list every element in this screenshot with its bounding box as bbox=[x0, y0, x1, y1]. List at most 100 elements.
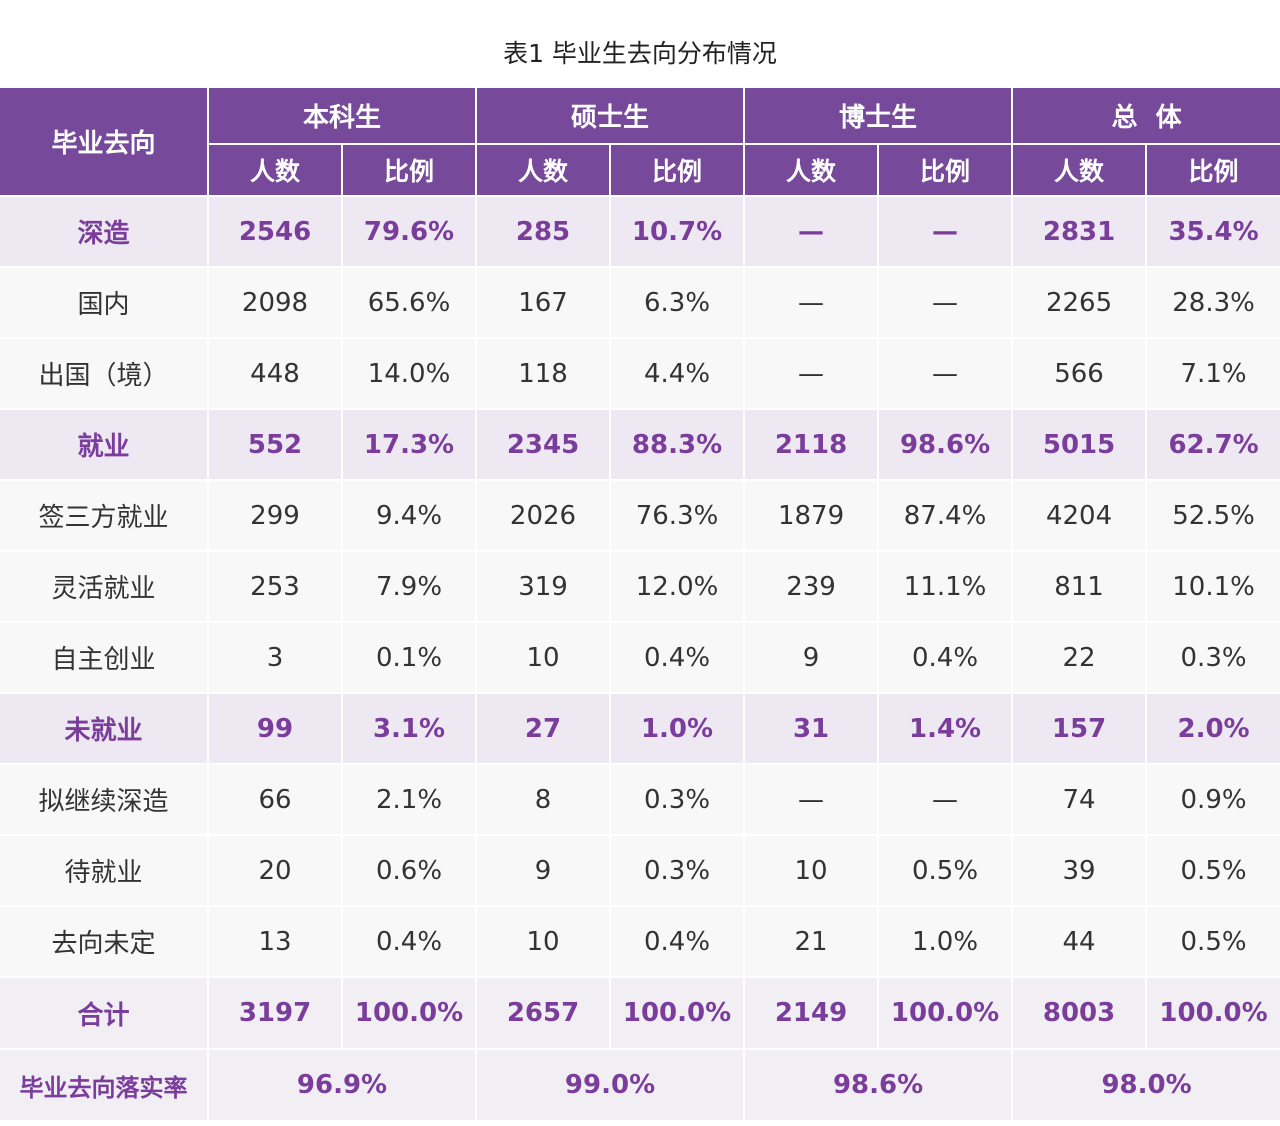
count-cell: 21 bbox=[744, 906, 880, 978]
count-cell: 2098 bbox=[208, 267, 343, 339]
table-row: 拟继续深造 66 2.1% 8 0.3% — —74 0.9% bbox=[0, 764, 1280, 836]
ratio-cell: 0.6% bbox=[342, 835, 478, 907]
count-cell: 2149 bbox=[744, 977, 880, 1050]
count-cell: 3197 bbox=[208, 977, 343, 1050]
row-label: 灵活就业 bbox=[0, 551, 209, 623]
count-cell: 44 bbox=[1012, 906, 1148, 978]
count-cell: 39 bbox=[1012, 835, 1148, 907]
ratio-cell: 11.1% bbox=[878, 551, 1014, 623]
ratio-cell: 0.4% bbox=[342, 906, 478, 978]
ratio-cell: 0.1% bbox=[342, 622, 478, 694]
count-cell: 2026 bbox=[476, 480, 612, 552]
ratio-cell: — bbox=[878, 764, 1014, 836]
table-row: 待就业 20 0.6% 9 0.3% 10 0.5% 39 0.5% bbox=[0, 835, 1280, 907]
ratio-cell: 9.4% bbox=[342, 480, 478, 552]
ratio-cell: 0.9% bbox=[1146, 764, 1280, 836]
row-label: 未就业 bbox=[0, 693, 209, 765]
ratio-cell: 2.1% bbox=[342, 764, 478, 836]
row-label: 深造 bbox=[0, 196, 209, 268]
ratio-cell: 3.1% bbox=[342, 693, 478, 765]
ratio-cell: 10.1% bbox=[1146, 551, 1280, 623]
count-header: 人数 bbox=[208, 144, 343, 197]
count-cell: 10 bbox=[744, 835, 880, 907]
count-header: 人数 bbox=[476, 144, 612, 197]
count-cell: 8 bbox=[476, 764, 612, 836]
ratio-cell: 87.4% bbox=[878, 480, 1014, 552]
count-cell: 27 bbox=[476, 693, 612, 765]
count-cell: 8003 bbox=[1012, 977, 1148, 1050]
table-row: 深造 2546 79.6% 285 10.7% — —2831 35.4% bbox=[0, 196, 1280, 268]
ratio-cell: 0.5% bbox=[878, 835, 1014, 907]
group-header-doctor: 博士生 bbox=[744, 88, 1014, 145]
ratio-cell: 0.4% bbox=[610, 906, 746, 978]
count-cell: 2831 bbox=[1012, 196, 1148, 268]
ratio-cell: 7.1% bbox=[1146, 338, 1280, 410]
count-cell: 66 bbox=[208, 764, 343, 836]
count-cell: 253 bbox=[208, 551, 343, 623]
row-label: 去向未定 bbox=[0, 906, 209, 978]
ratio-cell: 88.3% bbox=[610, 409, 746, 481]
ratio-header: 比例 bbox=[610, 144, 746, 197]
count-header: 人数 bbox=[744, 144, 880, 197]
ratio-cell: 28.3% bbox=[1146, 267, 1280, 339]
count-cell: 3 bbox=[208, 622, 343, 694]
ratio-cell: 1.4% bbox=[878, 693, 1014, 765]
count-cell: 285 bbox=[476, 196, 612, 268]
ratio-cell: 10.7% bbox=[610, 196, 746, 268]
count-cell: 239 bbox=[744, 551, 880, 623]
ratio-cell: 17.3% bbox=[342, 409, 478, 481]
count-cell: 118 bbox=[476, 338, 612, 410]
ratio-cell: 100.0% bbox=[878, 977, 1014, 1050]
rate-row: 毕业去向落实率 96.9% 99.0% 98.6% 98.0% bbox=[0, 1049, 1280, 1122]
ratio-cell: 76.3% bbox=[610, 480, 746, 552]
ratio-cell: 52.5% bbox=[1146, 480, 1280, 552]
ratio-cell: 2.0% bbox=[1146, 693, 1280, 765]
rate-cell: 98.6% bbox=[744, 1049, 1014, 1122]
ratio-cell: 4.4% bbox=[610, 338, 746, 410]
ratio-cell: 100.0% bbox=[1146, 977, 1280, 1050]
ratio-cell: 79.6% bbox=[342, 196, 478, 268]
ratio-cell: 100.0% bbox=[610, 977, 746, 1050]
count-cell: — bbox=[744, 267, 880, 339]
count-cell: 9 bbox=[476, 835, 612, 907]
rate-cell: 98.0% bbox=[1012, 1049, 1280, 1122]
count-cell: 13 bbox=[208, 906, 343, 978]
table-row: 去向未定 13 0.4% 10 0.4% 21 1.0% 44 0.5% bbox=[0, 906, 1280, 978]
rate-cell: 96.9% bbox=[208, 1049, 478, 1122]
ratio-cell: 1.0% bbox=[610, 693, 746, 765]
count-cell: 74 bbox=[1012, 764, 1148, 836]
count-cell: 1879 bbox=[744, 480, 880, 552]
ratio-cell: 0.3% bbox=[610, 835, 746, 907]
ratio-cell: 0.4% bbox=[610, 622, 746, 694]
table-row: 未就业 99 3.1% 27 1.0% 31 1.4% 157 2.0% bbox=[0, 693, 1280, 765]
table-row: 签三方就业 299 9.4% 2026 76.3% 1879 87.4% 4204 52.5% bbox=[0, 480, 1280, 552]
count-cell: 4204 bbox=[1012, 480, 1148, 552]
table-row: 灵活就业 253 7.9% 319 12.0% 239 11.1% 811 10.1% bbox=[0, 551, 1280, 623]
count-cell: 5015 bbox=[1012, 409, 1148, 481]
ratio-cell: 0.3% bbox=[1146, 622, 1280, 694]
table-body: 深造 2546 79.6% 285 10.7% — —2831 35.4% 国内 2098 65.6… bbox=[0, 196, 1280, 1122]
row-label-header: 毕业去向 bbox=[0, 88, 209, 197]
count-cell: 157 bbox=[1012, 693, 1148, 765]
count-cell: 167 bbox=[476, 267, 612, 339]
row-label: 拟继续深造 bbox=[0, 764, 209, 836]
ratio-cell: 98.6% bbox=[878, 409, 1014, 481]
count-cell: 319 bbox=[476, 551, 612, 623]
rate-cell: 99.0% bbox=[476, 1049, 746, 1122]
rate-row-label: 毕业去向落实率 bbox=[0, 1049, 209, 1122]
count-cell: 2265 bbox=[1012, 267, 1148, 339]
ratio-cell: 62.7% bbox=[1146, 409, 1280, 481]
table-row: 就业 552 17.3% 2345 88.3% 2118 98.6% 5015 62.7% bbox=[0, 409, 1280, 481]
count-cell: 566 bbox=[1012, 338, 1148, 410]
table-title: 表1 毕业生去向分布情况 bbox=[503, 39, 777, 68]
count-cell: 811 bbox=[1012, 551, 1148, 623]
ratio-cell: — bbox=[878, 196, 1014, 268]
count-cell: 2546 bbox=[208, 196, 343, 268]
count-cell: 31 bbox=[744, 693, 880, 765]
count-cell: 448 bbox=[208, 338, 343, 410]
ratio-cell: 100.0% bbox=[342, 977, 478, 1050]
count-cell: — bbox=[744, 196, 880, 268]
table-row: 国内 2098 65.6% 167 6.3% — —2265 28.3% bbox=[0, 267, 1280, 339]
ratio-cell: 0.3% bbox=[610, 764, 746, 836]
count-cell: 552 bbox=[208, 409, 343, 481]
